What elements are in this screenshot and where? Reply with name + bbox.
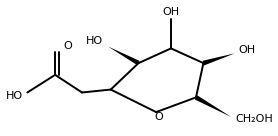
Polygon shape	[108, 47, 140, 65]
Polygon shape	[195, 95, 231, 117]
Text: HO: HO	[6, 91, 23, 101]
Text: OH: OH	[162, 7, 180, 17]
Text: OH: OH	[239, 45, 256, 55]
Text: O: O	[155, 112, 163, 122]
Text: HO: HO	[86, 36, 103, 46]
Polygon shape	[203, 53, 235, 65]
Text: O: O	[64, 41, 73, 51]
Text: CH₂OH: CH₂OH	[235, 114, 273, 124]
